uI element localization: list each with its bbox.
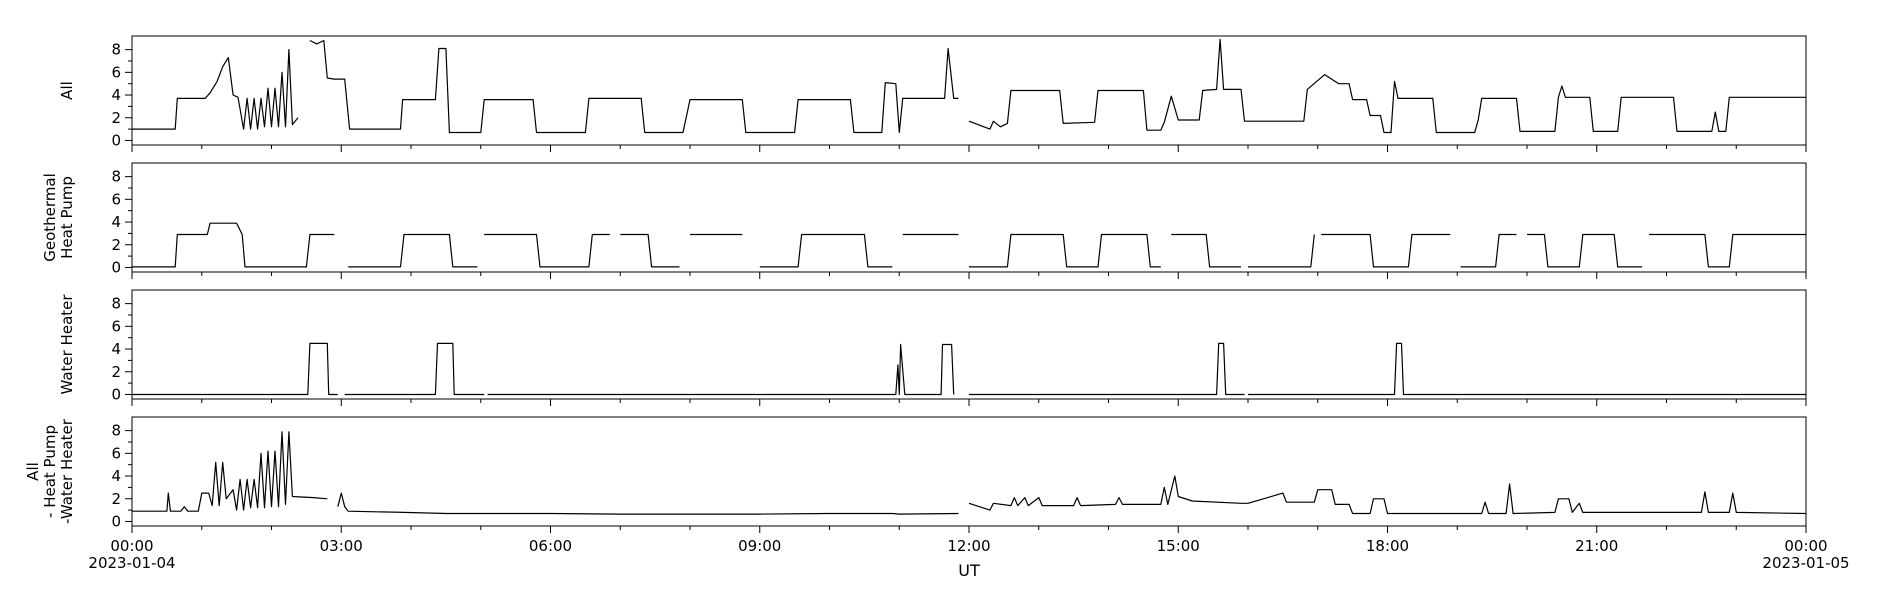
x-tick-label: 18:00 [1366,537,1409,555]
series-line-segment [968,475,1807,515]
series-line-segment [968,38,1806,134]
series-line-segment [1527,233,1643,268]
y-tick-label: 6 [111,444,121,462]
x-tick-label: 09:00 [738,537,781,555]
series-line-segment [969,342,1245,396]
y-tick-label: 8 [111,168,121,186]
y-tick-label: 8 [111,422,121,440]
series-line-segment [132,222,335,268]
y-axis-title: All [58,81,76,100]
y-tick-label: 0 [111,131,121,149]
y-tick-label: 4 [111,467,121,485]
y-tick-label: 6 [111,317,121,335]
panel-frame [131,416,1807,527]
panel-3: 0 2 4 6 8 Water Heater [58,289,1807,406]
x-date-label: 2023-01-05 [1762,554,1849,572]
y-tick-label: 8 [111,41,121,59]
series-line-segment [1248,342,1806,396]
series-line-segment [620,233,680,268]
y-axis-title: -Water Heater [58,418,76,524]
series-line-segment [969,233,1161,268]
panel-frame [131,289,1807,400]
panel-1: 0 2 4 6 8 All [58,35,1807,152]
y-axis-title: Heat Pump [58,176,76,259]
y-tick-label: 2 [111,490,121,508]
panel-4: 0 2 4 6 8 All - Heat Pump -Water Heater [24,416,1807,533]
y-tick-label: 4 [111,213,121,231]
series-line-segment [1171,233,1241,268]
series-line-segment [1248,234,1315,268]
series-line-segment [1649,233,1806,268]
panel-2: 0 2 4 6 8 Geothermal Heat Pump [41,162,1807,279]
y-tick-label: 0 [111,385,121,403]
x-tick-label: 06:00 [529,537,572,555]
x-tick-label: 21:00 [1575,537,1618,555]
y-tick-label: 0 [111,258,121,276]
y-tick-label: 2 [111,236,121,254]
series-line-segment [132,342,338,396]
series-line-segment [337,492,959,515]
y-tick-label: 8 [111,295,121,313]
series-line-segment [1460,233,1517,268]
x-tick-label: 00:00 [110,537,153,555]
series-line-segment [759,233,893,268]
x-tick-label: 00:00 [1784,537,1827,555]
y-axis-title: Water Heater [58,294,76,395]
y-axis-title: All [24,462,42,481]
y-tick-label: 2 [111,109,121,127]
x-axis-title: UT [958,561,980,580]
y-tick-label: 4 [111,86,121,104]
x-tick-label: 03:00 [320,537,363,555]
series-line-segment [132,49,299,130]
y-tick-label: 6 [111,190,121,208]
y-axis-title: - Heat Pump [41,425,59,518]
x-axis: UT 00:00 03:00 06:00 09:00 12:00 15:00 18:00 21… [88,537,1849,580]
series-line-segment [132,431,328,512]
series-line-segment [309,39,959,134]
y-tick-label: 4 [111,340,121,358]
panel-frame [131,162,1807,273]
series-line-segment [487,343,955,396]
series-line-segment [484,233,610,268]
y-axis-title: Geothermal [41,173,59,262]
y-tick-label: 6 [111,63,121,81]
series-line-segment [344,342,485,396]
series-line-segment [1321,233,1451,268]
y-tick-label: 2 [111,363,121,381]
panels: 0 2 4 6 8 All 0 2 4 6 8 Geothermal Heat Pump 0 2 4 6 8 Wat… [24,35,1807,533]
y-tick-label: 0 [111,512,121,530]
series-line-segment [348,233,478,268]
x-tick-label: 15:00 [1157,537,1200,555]
x-date-label: 2023-01-04 [88,554,175,572]
x-tick-label: 12:00 [947,537,990,555]
